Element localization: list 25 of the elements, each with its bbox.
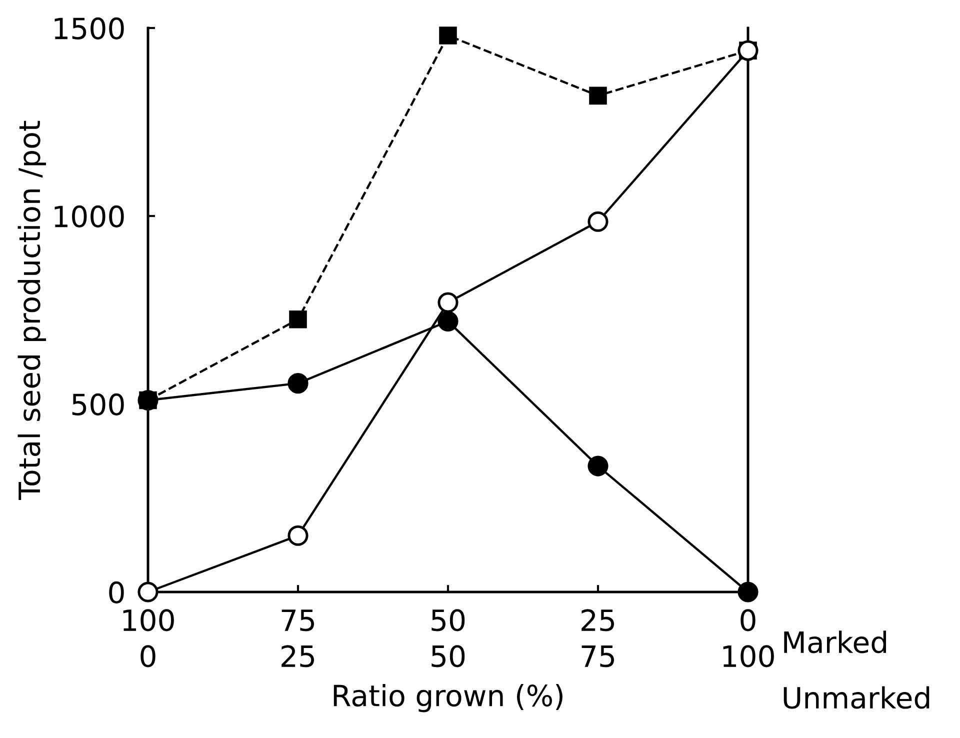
point [588,456,608,476]
x-tick-label: 50 50 [432,609,465,668]
x-axis-title: Ratio grown (%) [334,684,562,712]
y-tick-label: 500 [72,393,124,416]
y-axis-title: Total seed production /pot [18,120,46,500]
x-tick-label: 75 25 [282,610,314,668]
point [589,86,607,105]
y-tick-label: 1500 [54,17,124,40]
x-tick-label: 100 0 [123,609,174,668]
x-tick-label: 0 100 [723,609,774,668]
point [138,582,158,602]
point [288,373,308,394]
x-tick-label: 25 75 [582,609,614,668]
point [288,525,308,546]
y-tick-label: 0 [109,581,124,604]
point [289,310,307,328]
point [439,26,457,44]
point [588,211,608,232]
y-tick-label: 1000 [54,205,124,228]
point [438,292,458,313]
text: Marked [784,630,886,654]
point [738,582,758,602]
text: Unmarked [784,686,930,709]
point [138,390,158,411]
point [438,311,458,332]
